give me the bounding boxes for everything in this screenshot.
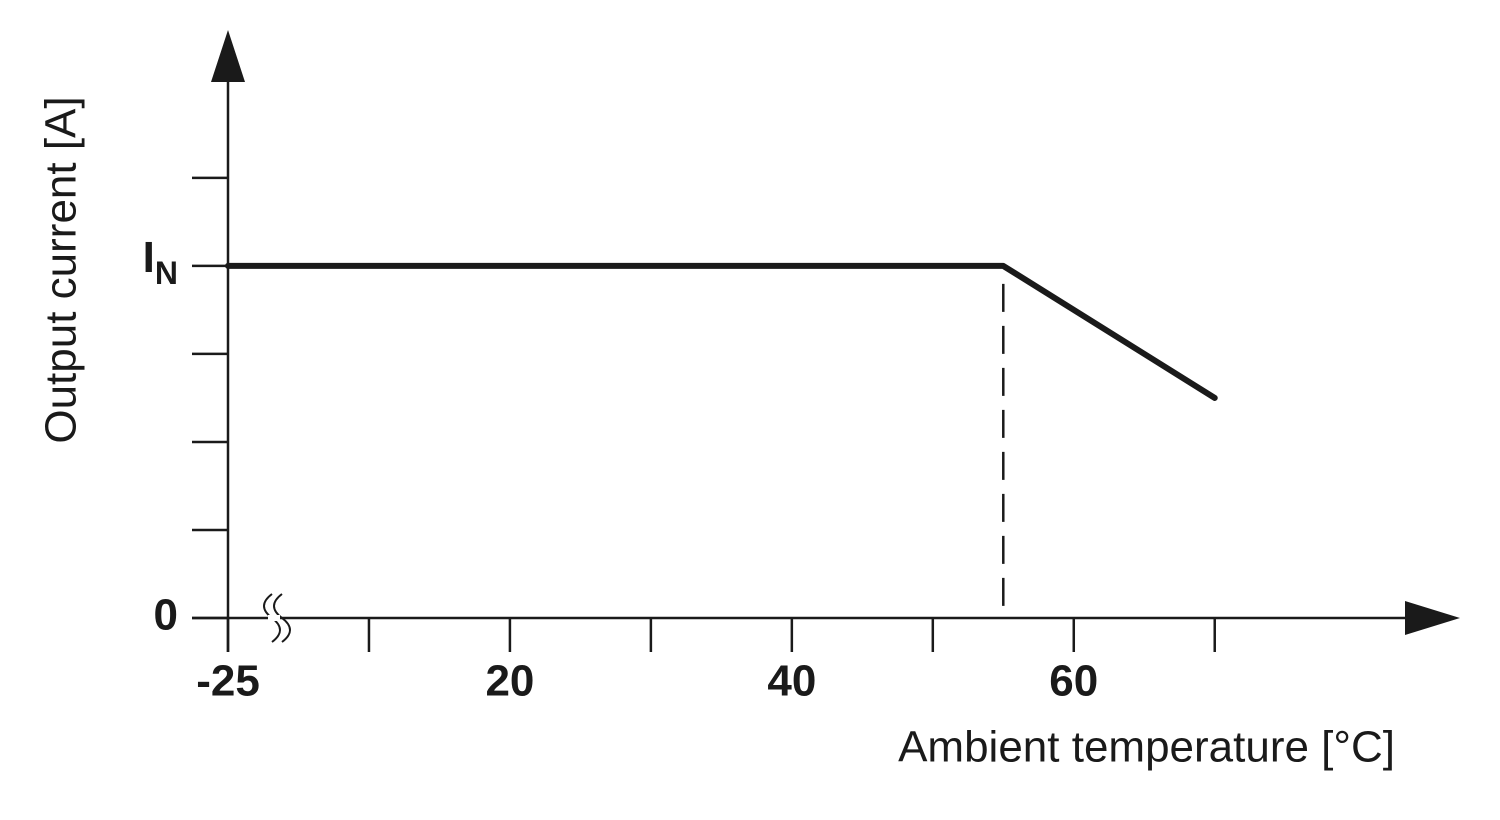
x-axis-label: Ambient temperature [°C] xyxy=(898,723,1395,772)
x-axis-arrow xyxy=(1405,601,1460,635)
axis-break-gap xyxy=(268,615,280,621)
x-tick-label: 60 xyxy=(1049,657,1098,706)
y-axis-arrow xyxy=(211,30,245,82)
x-tick-label: 20 xyxy=(485,657,534,706)
y-tick-label: 0 xyxy=(154,591,178,640)
derating-curve xyxy=(225,262,1218,401)
x-tick-label: 40 xyxy=(767,657,816,706)
y-axis-label: Output current [A] xyxy=(37,96,86,443)
y-tick-label: IN xyxy=(143,233,178,292)
x-tick-label: -25 xyxy=(196,657,260,706)
